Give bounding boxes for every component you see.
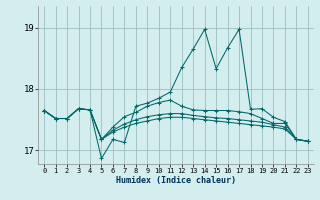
X-axis label: Humidex (Indice chaleur): Humidex (Indice chaleur) [116,176,236,185]
